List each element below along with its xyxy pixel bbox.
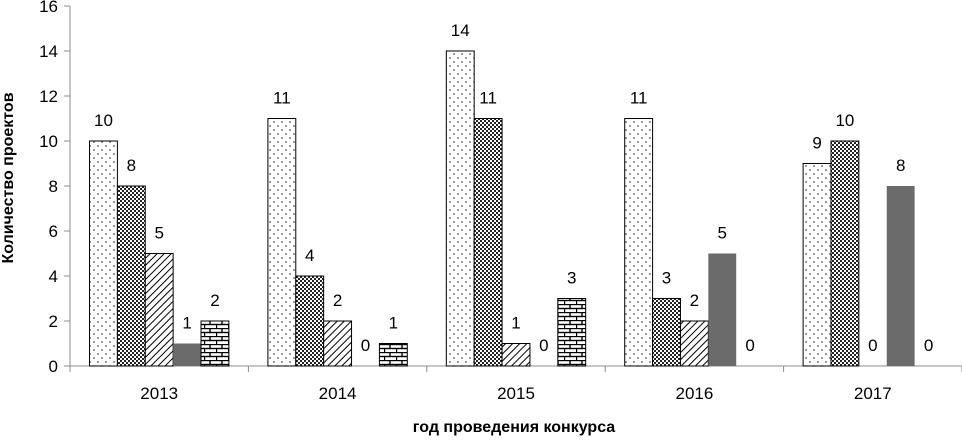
data-label-series-2-2017: 10 bbox=[835, 111, 854, 130]
bar-series-3-2015 bbox=[501, 343, 531, 367]
x-tick-label: 2016 bbox=[675, 384, 713, 403]
x-axis-title: год проведения конкурса bbox=[413, 419, 615, 436]
data-label-series-3-2015: 1 bbox=[511, 314, 520, 333]
data-label-series-5-2013: 2 bbox=[210, 291, 219, 310]
y-tick-label: 6 bbox=[49, 222, 58, 241]
bar-series-3-2016 bbox=[679, 320, 709, 367]
bar-series-5-2013 bbox=[200, 320, 230, 367]
data-label-series-5-2017: 0 bbox=[924, 336, 933, 355]
data-label-series-2-2014: 4 bbox=[305, 246, 314, 265]
y-tick-label: 2 bbox=[49, 312, 58, 331]
x-tick-label: 2017 bbox=[854, 384, 892, 403]
data-label-series-1-2013: 10 bbox=[94, 111, 113, 130]
bar-series-1-2014 bbox=[267, 118, 297, 367]
data-label-series-5-2014: 1 bbox=[389, 314, 398, 333]
data-label-series-2-2015: 11 bbox=[479, 89, 497, 108]
data-label-series-1-2016: 11 bbox=[630, 89, 648, 108]
data-label-series-2-2016: 3 bbox=[662, 269, 671, 288]
y-tick-label: 10 bbox=[39, 132, 58, 151]
bar-series-2-2015 bbox=[473, 118, 503, 367]
data-label-series-3-2017: 0 bbox=[868, 336, 877, 355]
y-axis: 0 2 4 6 8 10 12 14 16 bbox=[39, 0, 71, 376]
bar-series-2-2013 bbox=[116, 185, 146, 367]
x-tick-label: 2013 bbox=[140, 384, 178, 403]
bar-series-4-2013 bbox=[173, 343, 202, 366]
data-label-series-4-2014: 0 bbox=[361, 336, 370, 355]
y-axis-title: Количество проектов bbox=[0, 92, 17, 263]
bar-series-1-2017 bbox=[802, 163, 832, 367]
data-label-series-1-2017: 9 bbox=[812, 134, 821, 153]
bar-series-2-2017 bbox=[830, 140, 860, 367]
data-label-series-2-2013: 8 bbox=[127, 156, 136, 175]
x-tick-label: 2015 bbox=[497, 384, 535, 403]
data-label-series-1-2015: 14 bbox=[451, 21, 470, 40]
bar-series-2-2016 bbox=[652, 298, 681, 367]
bar-series-2-2014 bbox=[295, 275, 325, 367]
y-tick-label: 8 bbox=[49, 177, 58, 196]
data-label-series-3-2016: 2 bbox=[690, 291, 699, 310]
bar-series-1-2015 bbox=[445, 50, 475, 367]
data-label-series-5-2015: 3 bbox=[567, 269, 576, 288]
bar-series-5-2015 bbox=[557, 298, 587, 367]
bar-series-3-2014 bbox=[323, 320, 353, 367]
y-tick-label: 0 bbox=[49, 357, 58, 376]
data-label-series-4-2013: 1 bbox=[182, 314, 191, 333]
bars bbox=[89, 50, 915, 367]
bar-series-5-2014 bbox=[378, 343, 408, 367]
bar-series-1-2016 bbox=[624, 118, 654, 367]
y-tick-label: 12 bbox=[39, 87, 58, 106]
y-tick-label: 4 bbox=[49, 267, 58, 286]
data-label-series-1-2014: 11 bbox=[273, 89, 291, 108]
data-label-series-3-2014: 2 bbox=[333, 291, 342, 310]
data-label-series-4-2017: 8 bbox=[896, 156, 905, 175]
bar-series-3-2013 bbox=[144, 253, 174, 367]
bar-series-4-2017 bbox=[886, 186, 915, 366]
data-label-series-5-2016: 0 bbox=[745, 336, 754, 355]
data-label-series-4-2016: 5 bbox=[718, 224, 727, 243]
data-label-series-3-2013: 5 bbox=[154, 224, 163, 243]
bar-series-1-2013 bbox=[89, 140, 118, 367]
x-axis: 2013 2014 2015 2016 2017 bbox=[69, 365, 962, 403]
x-tick-label: 2014 bbox=[319, 384, 357, 403]
y-tick-label: 16 bbox=[39, 0, 58, 16]
bar-series-4-2016 bbox=[708, 253, 737, 366]
y-tick-label: 14 bbox=[39, 42, 58, 61]
data-label-series-4-2015: 0 bbox=[539, 336, 548, 355]
